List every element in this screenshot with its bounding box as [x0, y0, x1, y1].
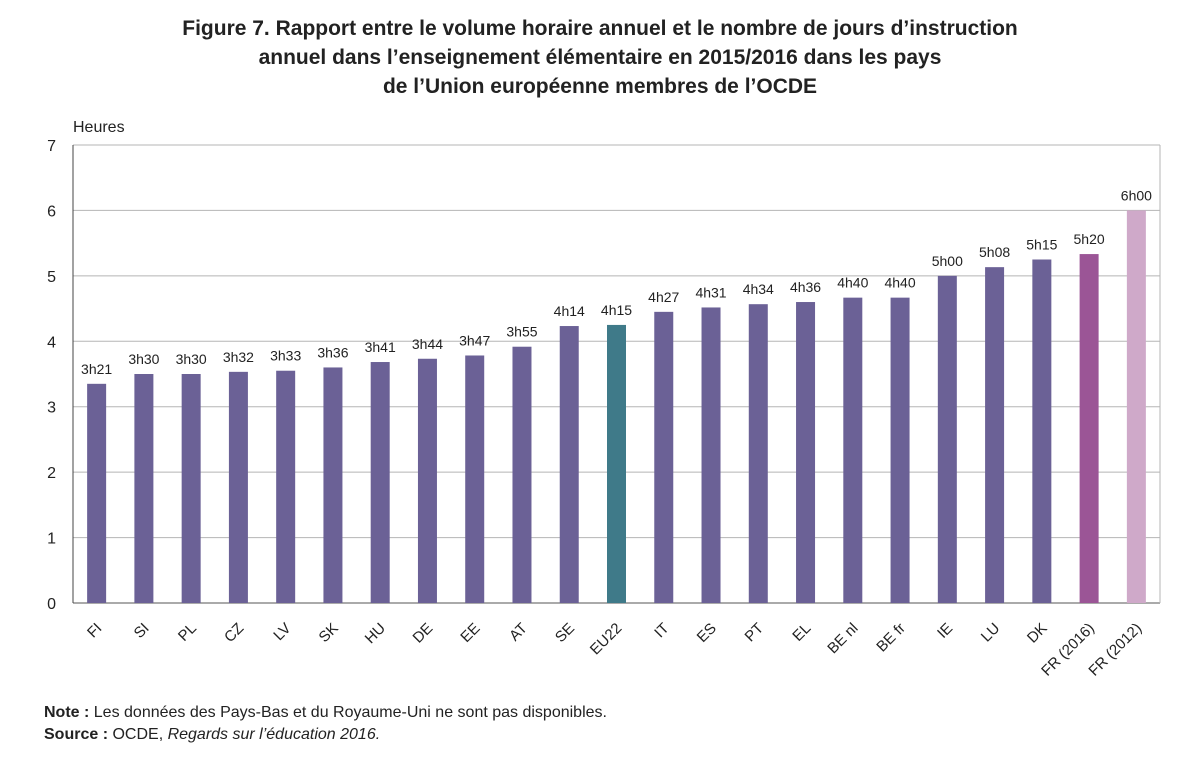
bar-cz [228, 371, 248, 603]
x-tick-label: SI [131, 620, 153, 642]
bar-el [796, 302, 816, 603]
data-label: 5h08 [979, 244, 1010, 260]
x-tick-labels: FI SI PL CZ LV SK HU DE EE AT SE EU22 IT ES PT EL BE nl B… [84, 620, 1145, 680]
data-label: 4h31 [695, 284, 726, 300]
x-tick-label: IE [934, 620, 956, 642]
x-tick-label: ES [694, 620, 720, 646]
bar-it [654, 311, 674, 603]
data-label: 3h21 [81, 361, 112, 377]
bar-eu22 [607, 324, 626, 603]
source-title: Regards sur l’éducation 2016. [167, 726, 381, 743]
x-tick-label: BE nl [824, 620, 861, 657]
y-tick-label: 3 [47, 400, 56, 417]
chart-title-line-3: de l’Union européenne membres de l’OCDE [382, 75, 818, 98]
source-text: OCDE, [108, 726, 168, 743]
data-label: 3h41 [365, 339, 396, 355]
source-label: Source : [44, 726, 109, 743]
note-line: Note : Les données des Pays-Bas et du Ro… [44, 702, 607, 724]
chart-title-line-1: Figure 7. Rapport entre le volume horair… [182, 17, 1018, 40]
bar-ie [937, 275, 957, 603]
data-label: 6h00 [1121, 187, 1152, 203]
y-tick-label: 0 [47, 596, 56, 613]
x-tick-label: EE [457, 620, 483, 646]
data-label: 4h36 [790, 279, 821, 295]
bar-be-nl [843, 297, 863, 603]
bar-hu [370, 362, 390, 603]
data-label: 5h00 [932, 253, 963, 269]
bar-sk [323, 367, 343, 603]
bar-es [701, 307, 721, 603]
data-label: 5h20 [1074, 231, 1105, 247]
data-label: 3h55 [506, 324, 537, 340]
bar-de [417, 358, 437, 603]
x-tick-label: SE [552, 620, 578, 646]
notes: Note : Les données des Pays-Bas et du Ro… [44, 702, 607, 746]
bar-fr-2012- [1126, 210, 1146, 603]
bar-pt [748, 304, 768, 603]
x-tick-label: PL [175, 620, 200, 645]
data-label: 4h40 [884, 275, 915, 291]
bar-ee [465, 355, 485, 603]
x-tick-label: IT [651, 620, 672, 641]
data-label: 4h34 [743, 281, 774, 297]
bar-at [512, 346, 532, 603]
x-tick-label: FI [84, 620, 105, 641]
bar-chart: Heures 0 1 2 3 4 5 6 7 3h21 3h30 3h30 3h32 3h33 3h36… [47, 119, 1161, 680]
y-tick-label: 1 [47, 531, 56, 548]
bars [87, 210, 1146, 603]
note-label: Note : [44, 704, 90, 721]
y-tick-label: 7 [47, 138, 56, 155]
bar-be-fr [890, 297, 910, 603]
x-tick-label: AT [506, 620, 531, 645]
y-tick-label: 4 [47, 334, 56, 351]
x-tick-label: SK [316, 620, 342, 646]
data-label: 4h15 [601, 302, 632, 318]
x-tick-label: LV [270, 620, 294, 644]
data-label: 5h15 [1026, 237, 1057, 253]
data-label: 3h30 [128, 351, 159, 367]
bar-fr-2016- [1079, 254, 1099, 603]
data-label: 3h30 [176, 351, 207, 367]
data-label: 3h44 [412, 336, 443, 352]
data-label: 4h40 [837, 275, 868, 291]
bar-lv [276, 370, 296, 603]
x-tick-label: BE fr [873, 620, 909, 656]
chart-title-line-2: annuel dans l’enseignement élémentaire e… [258, 46, 942, 69]
y-tick-label: 6 [47, 203, 56, 220]
y-axis-label: Heures [73, 119, 125, 136]
y-tick-label: 2 [47, 465, 56, 482]
x-tick-label: DE [410, 620, 437, 647]
x-tick-label: DK [1024, 620, 1051, 647]
bar-pl [181, 374, 201, 603]
x-tick-label: HU [362, 620, 389, 647]
data-labels: 3h21 3h30 3h30 3h32 3h33 3h36 3h41 3h44 3h47 3h55… [81, 187, 1152, 376]
y-tick-label: 5 [47, 269, 56, 286]
data-label: 3h47 [459, 332, 490, 348]
data-label: 4h27 [648, 289, 679, 305]
note-text: Les données des Pays-Bas et du Royaume-U… [89, 704, 607, 721]
bar-fi [87, 383, 107, 603]
data-label: 3h32 [223, 349, 254, 365]
source-line: Source : OCDE, Regards sur l’éducation 2… [44, 724, 607, 746]
x-tick-label: EL [789, 620, 814, 645]
bar-si [134, 374, 154, 603]
x-tick-label: CZ [221, 620, 247, 646]
x-tick-label: EU22 [587, 620, 626, 659]
bar-se [559, 326, 579, 603]
x-tick-label: PT [742, 620, 768, 646]
data-label: 3h33 [270, 348, 301, 364]
data-label: 4h14 [554, 303, 585, 319]
y-tick-labels: 0 1 2 3 4 5 6 7 [47, 138, 56, 613]
chart-title: Figure 7. Rapport entre le volume horair… [0, 14, 1200, 101]
bar-dk [1032, 259, 1052, 603]
x-tick-label: LU [978, 620, 1004, 646]
data-label: 3h36 [317, 344, 348, 360]
bar-lu [985, 267, 1005, 603]
